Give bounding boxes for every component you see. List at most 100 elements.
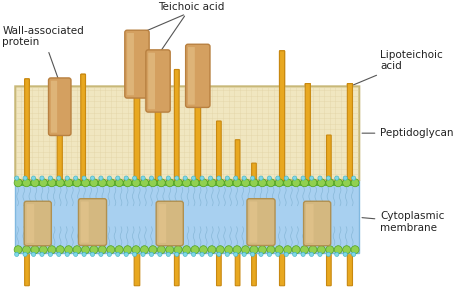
Circle shape bbox=[208, 179, 216, 187]
Circle shape bbox=[23, 252, 27, 256]
Circle shape bbox=[326, 179, 334, 187]
Circle shape bbox=[191, 176, 196, 180]
Circle shape bbox=[39, 246, 47, 254]
Circle shape bbox=[91, 252, 95, 256]
Text: Cytoplasmic
membrane: Cytoplasmic membrane bbox=[362, 211, 445, 233]
Circle shape bbox=[267, 179, 275, 187]
Circle shape bbox=[124, 246, 132, 254]
FancyBboxPatch shape bbox=[247, 199, 275, 245]
Circle shape bbox=[57, 252, 61, 256]
Circle shape bbox=[115, 246, 123, 254]
Circle shape bbox=[82, 176, 86, 180]
Circle shape bbox=[343, 252, 347, 256]
FancyBboxPatch shape bbox=[306, 204, 314, 243]
FancyBboxPatch shape bbox=[134, 39, 140, 286]
Circle shape bbox=[158, 176, 162, 180]
Circle shape bbox=[140, 246, 148, 254]
Circle shape bbox=[48, 246, 56, 254]
Circle shape bbox=[301, 252, 305, 256]
Circle shape bbox=[174, 179, 182, 187]
Circle shape bbox=[157, 179, 165, 187]
Circle shape bbox=[124, 252, 128, 256]
Circle shape bbox=[284, 246, 292, 254]
Circle shape bbox=[225, 179, 233, 187]
Circle shape bbox=[301, 179, 309, 187]
FancyBboxPatch shape bbox=[174, 70, 179, 180]
FancyBboxPatch shape bbox=[347, 84, 353, 180]
FancyBboxPatch shape bbox=[125, 30, 149, 98]
Circle shape bbox=[183, 176, 187, 180]
Circle shape bbox=[216, 246, 224, 254]
Circle shape bbox=[133, 176, 137, 180]
Circle shape bbox=[216, 179, 224, 187]
FancyBboxPatch shape bbox=[79, 199, 107, 245]
Circle shape bbox=[326, 246, 334, 254]
Circle shape bbox=[107, 179, 115, 187]
Circle shape bbox=[309, 179, 317, 187]
Circle shape bbox=[242, 176, 246, 180]
Circle shape bbox=[276, 252, 280, 256]
Circle shape bbox=[310, 176, 314, 180]
FancyBboxPatch shape bbox=[57, 86, 62, 180]
Circle shape bbox=[250, 252, 255, 256]
Circle shape bbox=[242, 179, 249, 187]
Circle shape bbox=[23, 179, 30, 187]
Circle shape bbox=[182, 179, 191, 187]
Circle shape bbox=[310, 252, 314, 256]
FancyBboxPatch shape bbox=[134, 39, 140, 180]
Text: Wall-associated
protein: Wall-associated protein bbox=[2, 26, 84, 80]
Circle shape bbox=[141, 252, 145, 256]
Circle shape bbox=[284, 179, 292, 187]
FancyBboxPatch shape bbox=[280, 51, 284, 180]
FancyBboxPatch shape bbox=[235, 140, 240, 286]
Circle shape bbox=[56, 246, 64, 254]
Circle shape bbox=[90, 246, 98, 254]
Circle shape bbox=[259, 252, 263, 256]
Circle shape bbox=[73, 246, 81, 254]
Circle shape bbox=[149, 179, 157, 187]
Circle shape bbox=[326, 176, 330, 180]
Circle shape bbox=[57, 176, 61, 180]
Circle shape bbox=[31, 176, 36, 180]
FancyBboxPatch shape bbox=[280, 51, 284, 286]
Circle shape bbox=[82, 179, 90, 187]
FancyBboxPatch shape bbox=[217, 121, 221, 180]
Circle shape bbox=[318, 252, 322, 256]
FancyBboxPatch shape bbox=[252, 163, 256, 286]
Circle shape bbox=[351, 179, 359, 187]
Circle shape bbox=[343, 179, 351, 187]
Circle shape bbox=[73, 252, 78, 256]
Circle shape bbox=[158, 252, 162, 256]
FancyBboxPatch shape bbox=[25, 79, 29, 286]
Circle shape bbox=[259, 176, 263, 180]
Circle shape bbox=[318, 176, 322, 180]
Circle shape bbox=[99, 179, 106, 187]
Circle shape bbox=[174, 252, 179, 256]
Circle shape bbox=[217, 176, 221, 180]
Circle shape bbox=[82, 252, 86, 256]
Circle shape bbox=[217, 252, 221, 256]
FancyBboxPatch shape bbox=[25, 79, 29, 180]
Circle shape bbox=[335, 176, 339, 180]
Circle shape bbox=[292, 246, 300, 254]
Circle shape bbox=[334, 179, 342, 187]
Circle shape bbox=[225, 176, 229, 180]
Circle shape bbox=[200, 252, 204, 256]
Circle shape bbox=[242, 252, 246, 256]
Circle shape bbox=[166, 246, 173, 254]
Circle shape bbox=[242, 246, 249, 254]
FancyBboxPatch shape bbox=[327, 135, 331, 286]
Circle shape bbox=[209, 252, 212, 256]
Circle shape bbox=[183, 252, 187, 256]
Circle shape bbox=[133, 252, 137, 256]
FancyBboxPatch shape bbox=[305, 84, 310, 180]
Circle shape bbox=[91, 176, 95, 180]
Circle shape bbox=[351, 246, 359, 254]
FancyBboxPatch shape bbox=[347, 84, 353, 286]
Text: Peptidoglycan: Peptidoglycan bbox=[362, 128, 454, 138]
FancyBboxPatch shape bbox=[235, 140, 240, 180]
Circle shape bbox=[275, 246, 283, 254]
Circle shape bbox=[14, 246, 22, 254]
FancyBboxPatch shape bbox=[51, 81, 57, 133]
Circle shape bbox=[200, 176, 204, 180]
